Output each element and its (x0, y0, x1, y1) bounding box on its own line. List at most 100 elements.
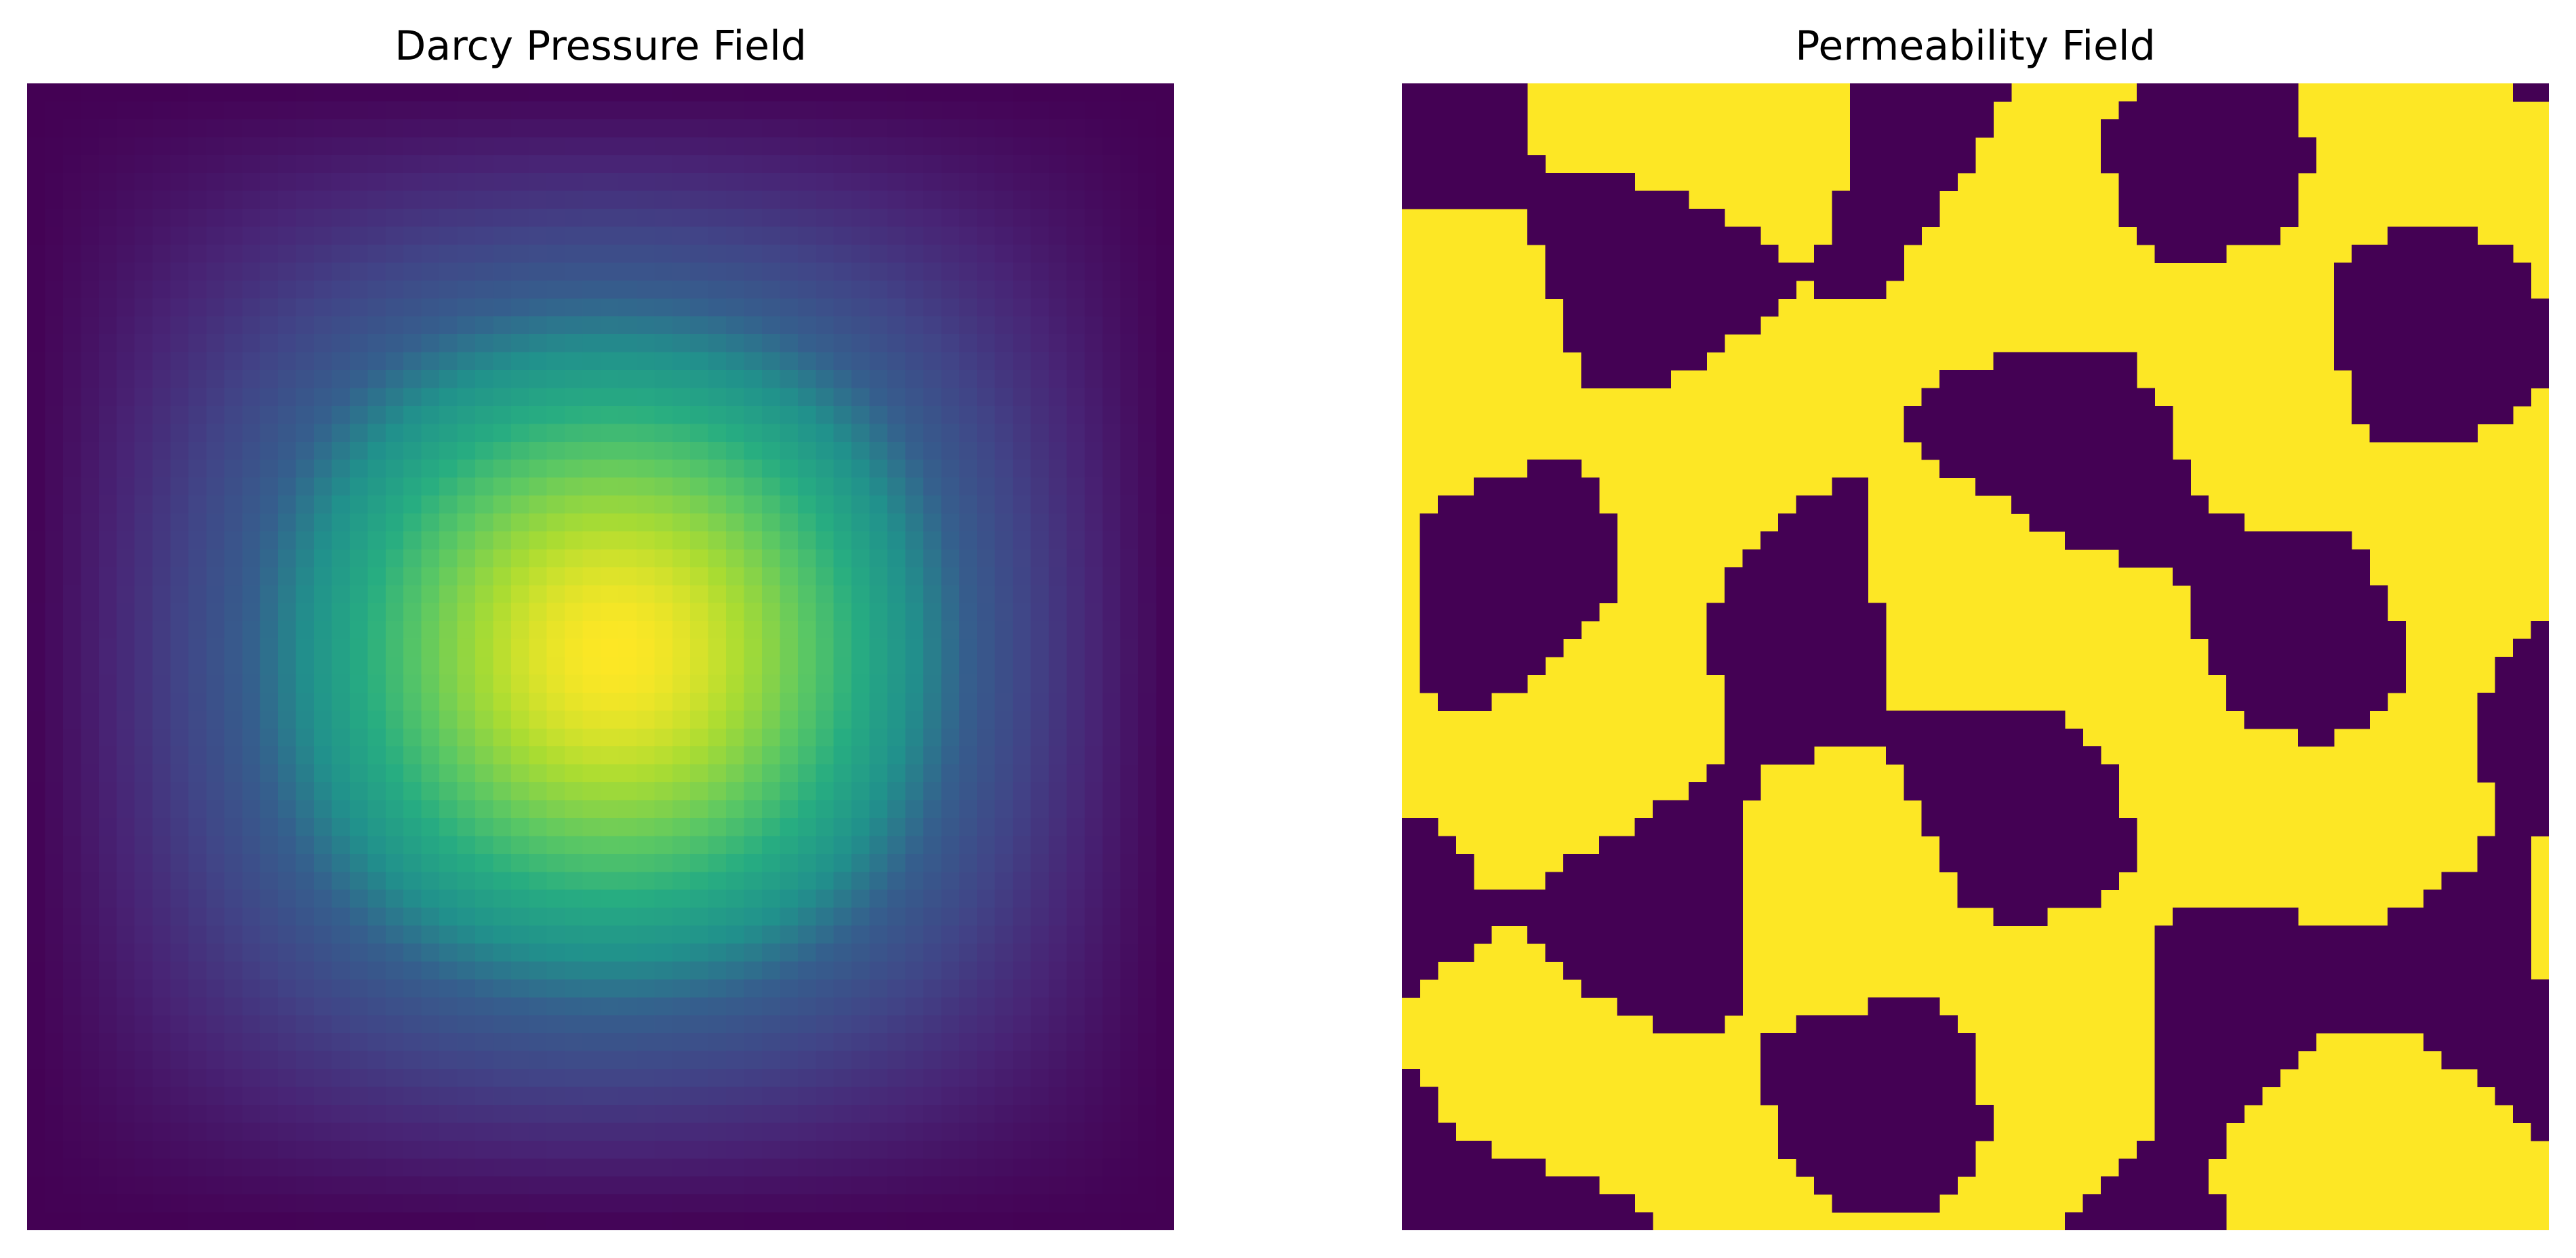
pressure-cell (977, 817, 996, 836)
permeability-cell (2423, 370, 2442, 388)
pressure-cell (744, 370, 763, 388)
pressure-cell (1102, 746, 1121, 765)
pressure-cell (761, 944, 780, 962)
pressure-cell (690, 925, 709, 944)
permeability-cell (1402, 83, 1420, 102)
pressure-cell (1084, 1069, 1103, 1088)
pressure-cell (457, 1212, 476, 1230)
pressure-cell (905, 388, 924, 407)
pressure-cell (475, 1194, 494, 1213)
permeability-cell (2172, 567, 2191, 586)
pressure-cell (1102, 1104, 1121, 1123)
pressure-cell (1084, 728, 1103, 747)
pressure-cell (1084, 549, 1103, 568)
pressure-cell (869, 997, 888, 1016)
pressure-cell (367, 101, 386, 120)
pressure-cell (833, 782, 852, 801)
permeability-cell (1437, 567, 1456, 586)
pressure-cell (1156, 692, 1174, 711)
permeability-cell (1491, 657, 1510, 675)
pressure-cell (367, 209, 386, 228)
permeability-cell (2388, 316, 2407, 335)
permeability-cell (1885, 209, 1904, 228)
pressure-cell (869, 495, 888, 514)
pressure-cell (1102, 209, 1121, 228)
pressure-cell (421, 262, 440, 281)
pressure-cell (188, 513, 207, 532)
pressure-cell (367, 226, 386, 245)
pressure-cell (206, 155, 225, 174)
pressure-cell (797, 710, 816, 729)
permeability-cell (2136, 173, 2155, 192)
pressure-cell (744, 1051, 763, 1070)
pressure-cell (851, 603, 870, 622)
permeability-cell (2190, 567, 2209, 586)
pressure-cell (1013, 692, 1032, 711)
pressure-cell (546, 961, 565, 980)
permeability-cell (2154, 137, 2173, 156)
pressure-cell (672, 1033, 691, 1052)
pressure-cell (1013, 944, 1032, 962)
pressure-cell (62, 997, 81, 1016)
pressure-cell (98, 746, 117, 765)
pressure-cell (439, 316, 458, 335)
pressure-cell (314, 155, 332, 174)
pressure-cell (314, 1033, 332, 1052)
pressure-cell (278, 621, 297, 640)
pressure-cell (98, 944, 117, 962)
pressure-cell (744, 997, 763, 1016)
pressure-cell (98, 262, 117, 281)
pressure-cell (367, 424, 386, 443)
permeability-cell (2297, 603, 2316, 622)
pressure-cell (887, 549, 906, 568)
pressure-cell (672, 1087, 691, 1105)
pressure-cell (744, 1033, 763, 1052)
pressure-cell (941, 1140, 960, 1159)
pressure-cell (81, 674, 100, 693)
pressure-cell (1048, 244, 1067, 263)
pressure-cell (636, 424, 655, 443)
pressure-cell (780, 817, 799, 836)
pressure-cell (851, 710, 870, 729)
pressure-cell (869, 1015, 888, 1034)
pressure-cell (761, 226, 780, 245)
permeability-cell (2423, 298, 2442, 317)
pressure-cell (761, 495, 780, 514)
pressure-cell (188, 101, 207, 120)
pressure-cell (601, 800, 619, 819)
permeability-cell (1420, 83, 1438, 102)
pressure-cell (457, 262, 476, 281)
pressure-cell (349, 424, 368, 443)
pressure-cell (726, 925, 745, 944)
pressure-cell (493, 424, 512, 443)
pressure-cell (457, 370, 476, 388)
pressure-cell (726, 226, 745, 245)
pressure-cell (601, 173, 619, 192)
permeability-cell (1437, 513, 1456, 532)
pressure-cell (367, 746, 386, 765)
pressure-cell (618, 441, 637, 460)
pressure-cell (923, 764, 942, 783)
pressure-cell (833, 244, 852, 263)
pressure-cell (134, 155, 153, 174)
pressure-cell (565, 477, 584, 496)
pressure-cell (260, 746, 279, 765)
pressure-cell (27, 209, 45, 228)
pressure-cell (510, 262, 529, 281)
pressure-cell (260, 549, 279, 568)
pressure-cell (618, 657, 637, 675)
permeability-cell (1975, 424, 1994, 443)
pressure-cell (941, 83, 960, 102)
pressure-cell (439, 441, 458, 460)
pressure-cell (941, 316, 960, 335)
pressure-cell (81, 638, 100, 657)
pressure-cell (1156, 657, 1174, 675)
pressure-cell (601, 997, 619, 1016)
pressure-cell (905, 173, 924, 192)
pressure-cell (117, 209, 136, 228)
pressure-cell (797, 567, 816, 586)
pressure-cell (1120, 728, 1139, 747)
pressure-cell (1030, 638, 1049, 657)
pressure-cell (314, 853, 332, 872)
pressure-cell (296, 889, 315, 908)
